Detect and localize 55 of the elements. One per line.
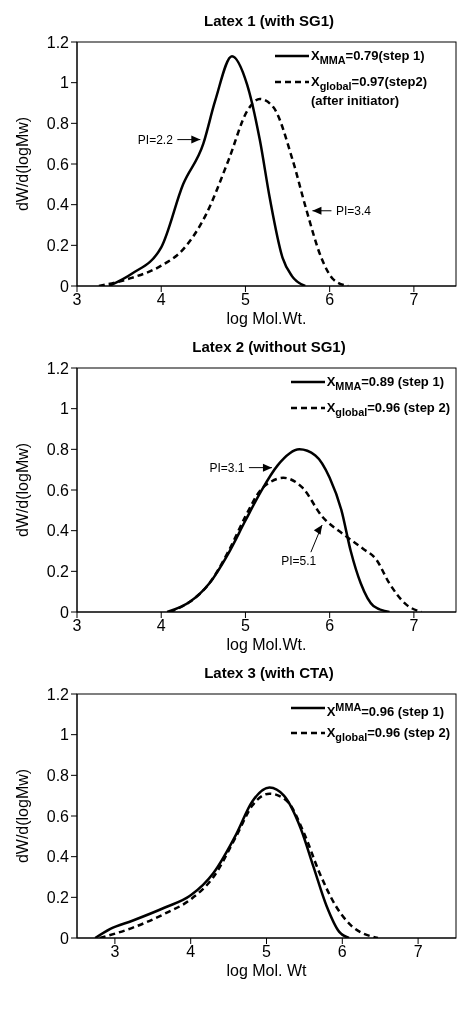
y-tick-label: 0.6 (46, 155, 70, 173)
x-tick-label: 4 (156, 617, 166, 635)
y-tick-label: 0.8 (46, 767, 70, 785)
x-tick-label: 4 (186, 943, 196, 961)
y-tick-label: 0.4 (46, 196, 70, 214)
y-tick-label: 0 (60, 277, 70, 295)
annotation: PI=3.1 (209, 460, 245, 475)
x-tick-label: 7 (409, 617, 419, 635)
y-tick-label: 1.2 (46, 33, 70, 51)
y-tick-label: 0.8 (46, 441, 70, 459)
annotation: PI=5.1 (281, 553, 317, 568)
x-tick-label: 6 (325, 617, 335, 635)
x-tick-label: 6 (337, 943, 347, 961)
chart-title: Latex 3 (with CTA) (203, 663, 335, 683)
y-tick-label: 0.2 (46, 237, 70, 255)
y-tick-label: 1.2 (46, 685, 70, 703)
x-tick-label: 5 (262, 943, 272, 961)
y-tick-label: 0.2 (46, 889, 70, 907)
x-tick-label: 7 (409, 291, 419, 309)
y-tick-label: 0.4 (46, 522, 70, 540)
annotation: PI=2.2 (137, 132, 174, 147)
x-tick-label: 5 (240, 291, 250, 309)
y-tick-label: 0.4 (46, 848, 70, 866)
x-tick-label: 7 (413, 943, 423, 961)
y-tick-label: 1.2 (46, 359, 70, 377)
x-tick-label: 3 (72, 291, 82, 309)
legend-label: X$_{global}$=0.96 (step 2) (326, 399, 450, 420)
x-tick-label: 4 (156, 291, 166, 309)
legend-label: X$^{MMA}$=0.96 (step 1) (326, 700, 444, 720)
y-tick-label: 0 (60, 929, 70, 947)
y-tick-label: 0.6 (46, 807, 70, 825)
y-tick-label: 0.6 (46, 481, 70, 499)
legend-label: X$_{MMA}$=0.79(step 1) (311, 48, 425, 68)
y-axis-title: dW/d(logMw) (13, 768, 31, 864)
x-tick-label: 5 (240, 617, 250, 635)
x-tick-label: 3 (110, 943, 120, 961)
y-tick-label: 0.2 (46, 563, 70, 581)
y-tick-label: 1 (60, 726, 70, 744)
chart-title: Latex 1 (with SG1) (203, 11, 335, 31)
x-axis-title: log Mol.Wt. (226, 636, 307, 653)
y-tick-label: 0 (60, 603, 70, 621)
x-axis-title: log Mol.Wt. (226, 310, 307, 327)
y-tick-label: 1 (60, 400, 70, 418)
x-axis-title: log Mol. Wt (226, 962, 308, 979)
y-axis-title: dW/d(logMw) (13, 442, 31, 538)
legend-label: X$_{global}$=0.97(step2) (after initiator) (311, 73, 429, 109)
x-tick-label: 3 (72, 617, 82, 635)
legend-label: X$_{MMA}$=0.89 (step 1) (326, 374, 444, 394)
y-tick-label: 0.8 (46, 115, 70, 133)
y-tick-label: 1 (60, 74, 70, 92)
chart-title: Latex 2 (without SG1) (191, 337, 347, 357)
annotation: PI=3.4 (335, 203, 372, 218)
x-tick-label: 6 (325, 291, 335, 309)
y-axis-title: dW/d(logMw) (13, 116, 31, 212)
legend-label: X$_{global}$=0.96 (step 2) (326, 725, 450, 745)
